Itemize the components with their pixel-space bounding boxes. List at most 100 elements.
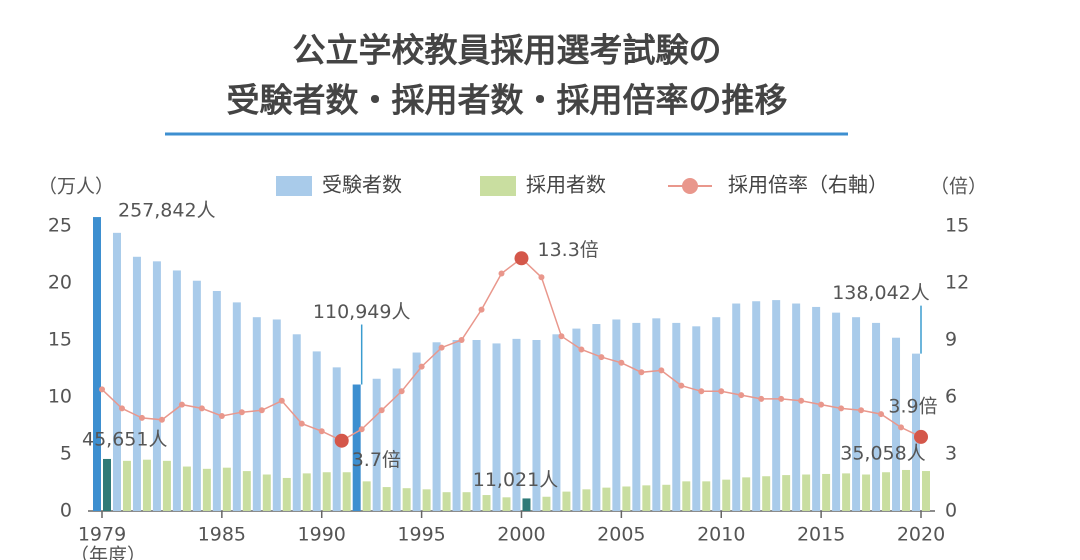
bar xyxy=(352,384,361,511)
line-marker xyxy=(158,416,165,423)
bar xyxy=(103,458,111,511)
bar xyxy=(142,459,151,511)
chart-title: 受験者数・採用者数・採用倍率の推移 xyxy=(227,81,788,120)
bar xyxy=(252,317,261,511)
legend-label: 採用者数 xyxy=(526,173,606,197)
line-marker xyxy=(758,395,765,402)
y-tick-label: 5 xyxy=(60,443,72,465)
bar xyxy=(512,338,521,511)
y2-tick-label: 15 xyxy=(945,215,969,237)
bar xyxy=(662,484,671,511)
bar xyxy=(842,473,851,511)
line-marker xyxy=(558,333,565,340)
bar xyxy=(172,270,181,511)
line-marker xyxy=(478,306,485,313)
legend-swatch xyxy=(480,176,516,196)
line-marker xyxy=(538,274,545,281)
y2-axis-label: （倍） xyxy=(930,176,987,198)
line-marker xyxy=(598,354,605,361)
bar xyxy=(282,477,291,511)
bar xyxy=(422,489,431,511)
bar xyxy=(692,326,701,511)
bar xyxy=(882,472,891,511)
x-tick-label: 2020 xyxy=(897,524,945,546)
line-marker xyxy=(698,388,705,395)
line-marker xyxy=(298,420,305,427)
line-marker xyxy=(514,251,529,266)
data-label: 45,651人 xyxy=(82,428,167,450)
y-axis-label: （万人） xyxy=(38,176,114,198)
x-tick-label: 1990 xyxy=(298,524,346,546)
bar xyxy=(472,340,481,511)
line-marker xyxy=(438,344,445,351)
line-marker xyxy=(498,270,505,277)
y-tick-label: 20 xyxy=(48,272,72,294)
line-marker xyxy=(398,388,405,395)
line-marker xyxy=(118,405,125,412)
bar xyxy=(872,322,881,511)
line-marker xyxy=(898,424,905,431)
bar xyxy=(502,497,511,511)
bar xyxy=(212,290,221,511)
line-marker xyxy=(278,397,285,404)
bar xyxy=(862,474,871,511)
bar xyxy=(612,319,621,511)
bar xyxy=(392,368,401,511)
bar xyxy=(272,319,281,511)
x-tick-label: 1979 xyxy=(78,524,126,546)
bar xyxy=(672,322,681,511)
line-marker xyxy=(238,409,245,416)
bar xyxy=(372,378,381,511)
bar xyxy=(722,479,731,511)
bar xyxy=(412,352,421,511)
y-tick-label: 10 xyxy=(48,386,72,408)
line-marker xyxy=(378,407,385,414)
x-tick-label: 1995 xyxy=(397,524,445,546)
line-marker xyxy=(638,369,645,376)
bar xyxy=(322,472,331,511)
bar xyxy=(202,468,211,511)
bar xyxy=(162,460,171,511)
bar xyxy=(822,473,831,511)
data-label: 3.9倍 xyxy=(888,395,937,417)
line-marker xyxy=(618,359,625,366)
line-marker xyxy=(778,395,785,402)
x-tick-label: 2000 xyxy=(497,524,545,546)
bar xyxy=(292,334,301,511)
bar xyxy=(582,489,591,511)
bar xyxy=(592,324,601,511)
bar xyxy=(792,303,801,511)
x-tick-label: 1985 xyxy=(198,524,246,546)
line-marker xyxy=(658,367,665,374)
legend-label: 採用倍率（右軸） xyxy=(728,173,888,197)
line-marker xyxy=(798,397,805,404)
line-marker xyxy=(334,433,349,448)
y2-tick-label: 6 xyxy=(945,386,957,408)
line-marker xyxy=(418,363,425,370)
bar xyxy=(742,477,751,511)
line-marker xyxy=(178,401,185,408)
bar xyxy=(522,498,531,511)
bar xyxy=(93,217,101,511)
x-axis-label: （年度） xyxy=(70,545,146,560)
bar xyxy=(902,469,911,511)
bar xyxy=(342,472,351,511)
line xyxy=(101,257,922,442)
bar xyxy=(442,492,451,511)
legend-marker xyxy=(682,178,698,194)
bar xyxy=(802,474,811,511)
bar xyxy=(762,476,771,511)
line-marker xyxy=(99,386,105,393)
bar xyxy=(852,317,861,511)
y2-tick-label: 0 xyxy=(945,500,957,522)
bar xyxy=(462,492,471,511)
line-marker xyxy=(838,405,845,412)
line-marker xyxy=(738,392,745,399)
y2-tick-label: 12 xyxy=(945,272,969,294)
bar xyxy=(752,301,761,511)
line-marker xyxy=(914,429,928,444)
bar xyxy=(302,473,311,511)
line-marker xyxy=(878,411,885,418)
line-marker xyxy=(218,413,225,419)
bar xyxy=(602,487,611,511)
